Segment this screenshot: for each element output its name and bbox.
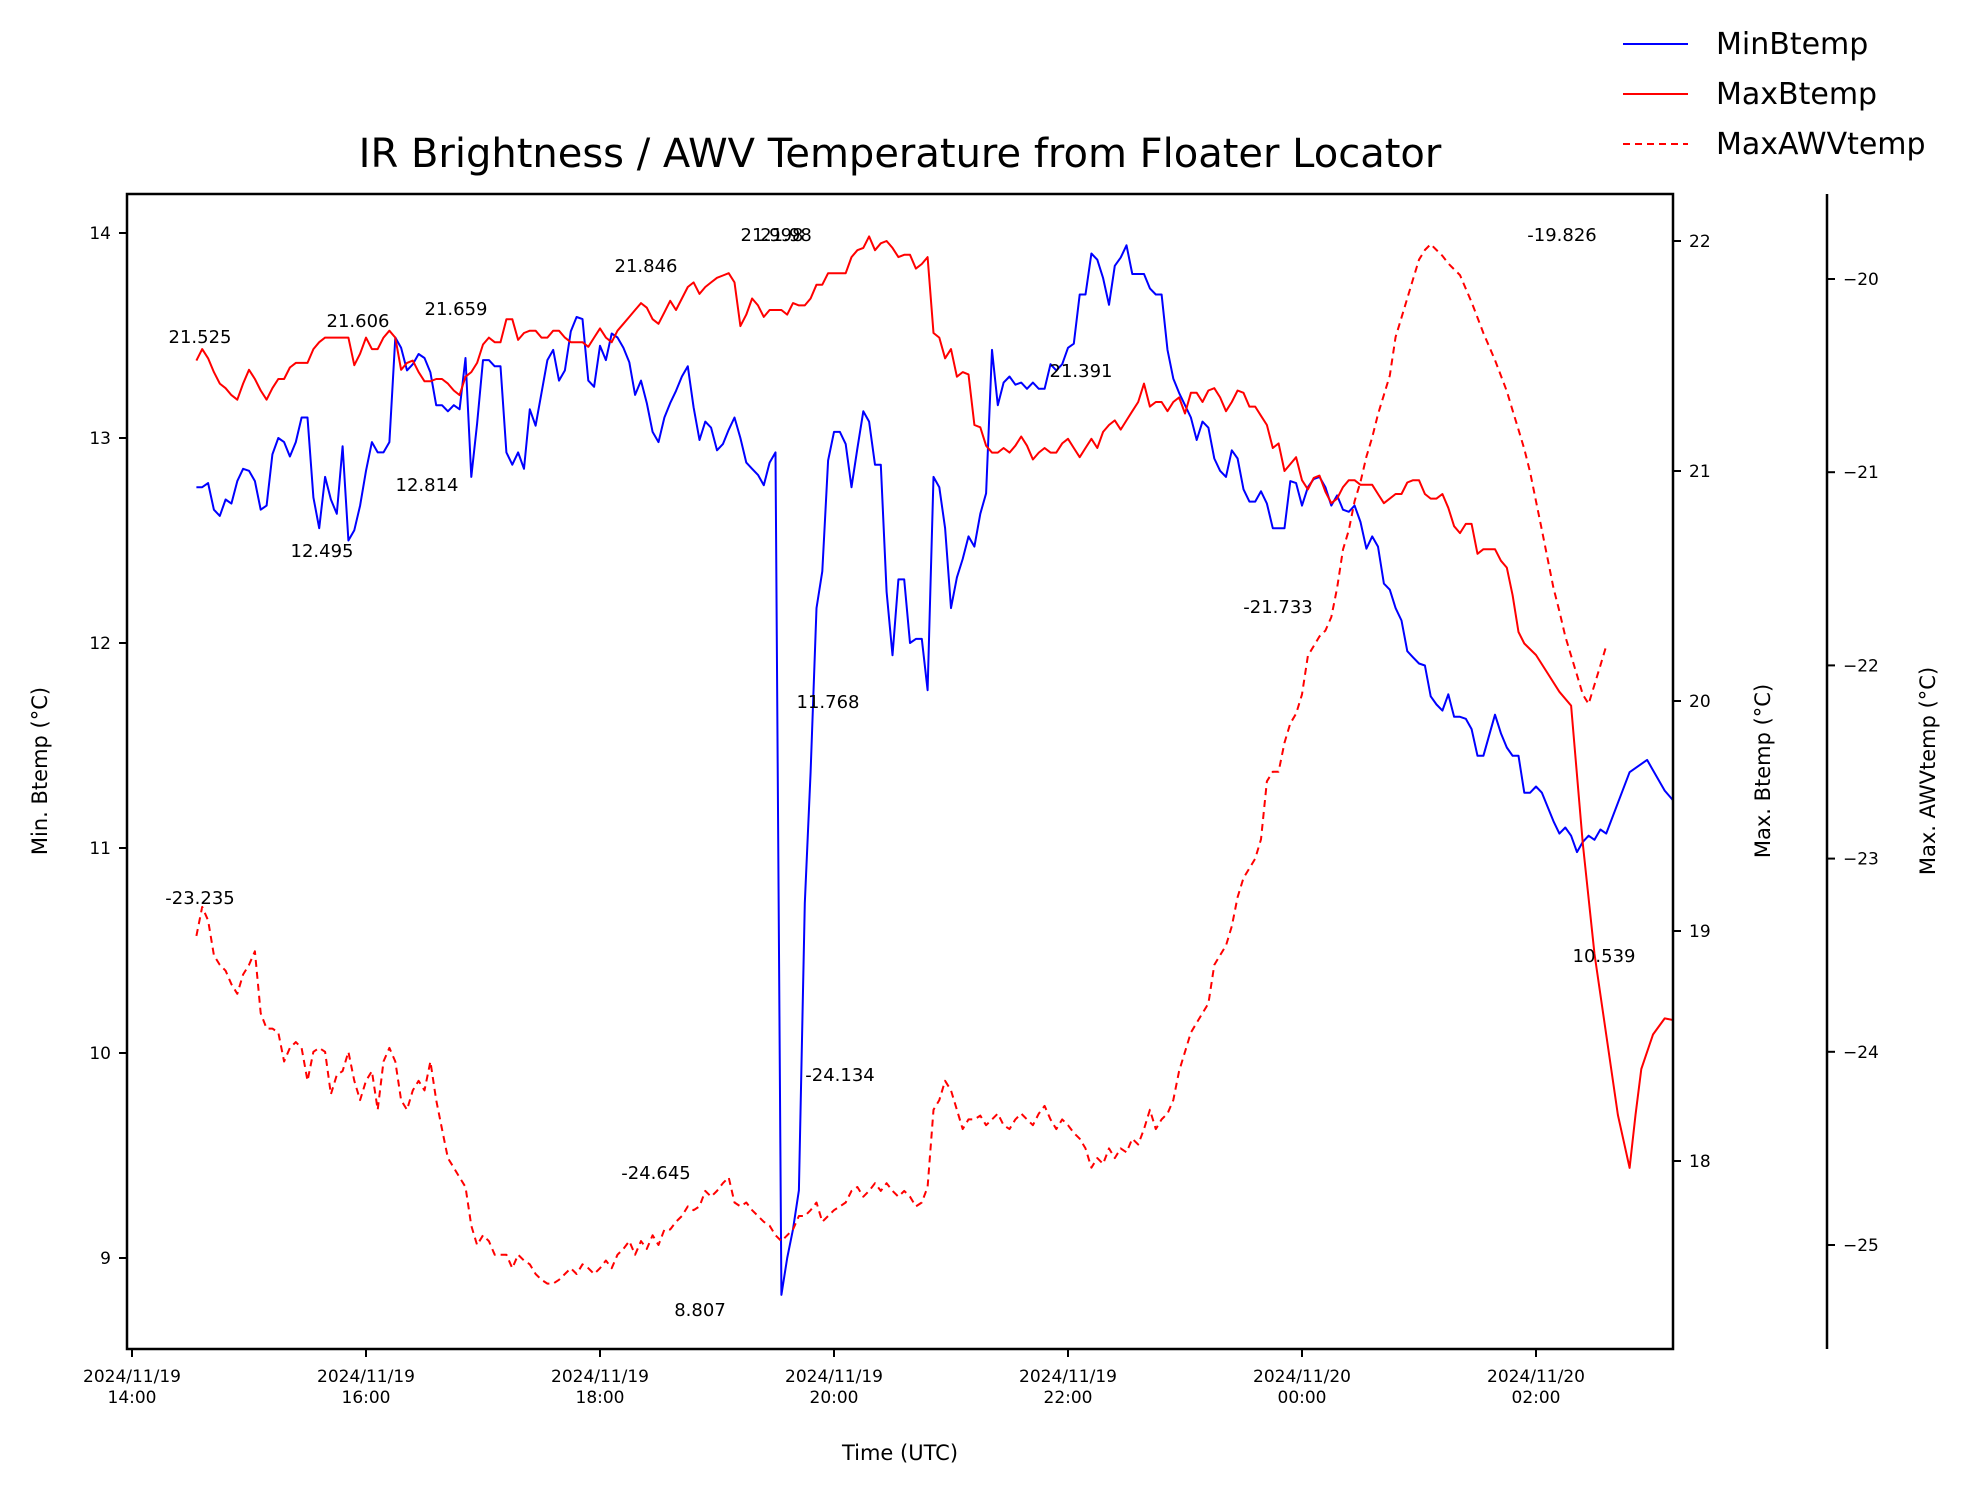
y-right2-tick-label: −24 (1843, 1043, 1879, 1063)
x-tick-label-time: 22:00 (1044, 1388, 1093, 1408)
data-label-minbtemp: 12.814 (396, 475, 459, 496)
series-line-maxawvtemp (195, 243, 1608, 1285)
plot-frame (125, 192, 1675, 1351)
y-right-tick-label: 18 (1689, 1152, 1711, 1172)
x-tick-label-time: 02:00 (1512, 1388, 1561, 1408)
y-right-tick-label: 22 (1689, 232, 1711, 252)
x-tick-label-date: 2024/11/19 (785, 1367, 883, 1387)
data-label-maxbtemp: 21.606 (327, 311, 390, 332)
series-layer (195, 235, 1673, 1296)
y-right2-tick-label: −21 (1843, 463, 1879, 483)
x-tick-label-date: 2024/11/19 (83, 1367, 181, 1387)
y-right2-tick-label: −25 (1843, 1236, 1879, 1256)
data-label-maxbtemp: 21.391 (1050, 361, 1113, 382)
data-label-minbtemp: 10.539 (1573, 946, 1636, 967)
y-right-tick-label: 19 (1689, 922, 1711, 942)
data-label-maxawvtemp: -24.645 (621, 1163, 690, 1184)
legend-label-minbtemp: MinBtemp (1716, 27, 1868, 62)
x-tick-label-time: 20:00 (810, 1388, 859, 1408)
data-label-maxbtemp: 21.525 (169, 327, 232, 348)
x-tick-label-date: 2024/11/19 (551, 1367, 649, 1387)
data-label-maxbtemp: 21.659 (425, 299, 488, 320)
legend: MinBtemp MaxBtemp MaxAWVtemp (1623, 27, 1926, 162)
data-label-maxawvtemp: -21.733 (1243, 597, 1312, 618)
y-left-tick-label: 13 (89, 429, 111, 449)
data-label-maxbtemp: 21.98 (760, 225, 812, 246)
data-label-maxawvtemp: -19.826 (1527, 225, 1596, 246)
y-right2-tick-label: −20 (1843, 270, 1879, 290)
x-tick-label-time: 00:00 (1278, 1388, 1327, 1408)
x-tick-label-time: 18:00 (576, 1388, 625, 1408)
data-label-maxawvtemp: -23.235 (165, 888, 234, 909)
x-tick-label-date: 2024/11/19 (317, 1367, 415, 1387)
data-label-maxawvtemp: -24.134 (805, 1065, 874, 1086)
x-tick-label-date: 2024/11/20 (1487, 1367, 1585, 1387)
y-left-tick-label: 9 (100, 1249, 111, 1269)
data-label-maxbtemp: 21.998 (741, 225, 804, 246)
y-axis-label-left: Min. Btemp (°C) (28, 687, 52, 855)
y-left-tick-label: 14 (89, 224, 111, 244)
data-label-minbtemp: 8.807 (674, 1300, 726, 1321)
x-tick-label-date: 2024/11/19 (1019, 1367, 1117, 1387)
y-right-tick-label: 20 (1689, 692, 1711, 712)
x-tick-label-time: 16:00 (342, 1388, 391, 1408)
y-axis-label-right2: Max. AWVtemp (°C) (1916, 667, 1940, 875)
y-right2-tick-label: −22 (1843, 656, 1879, 676)
legend-label-maxbtemp: MaxBtemp (1716, 77, 1877, 112)
legend-label-maxawvtemp: MaxAWVtemp (1716, 127, 1926, 162)
y-left-tick-label: 11 (89, 839, 111, 859)
x-tick-label-date: 2024/11/20 (1253, 1367, 1351, 1387)
series-line-maxbtemp (195, 235, 1673, 1169)
data-label-minbtemp: 11.768 (797, 692, 860, 713)
data-label-maxbtemp: 21.846 (615, 256, 678, 277)
y-right2-tick-label: −23 (1843, 850, 1879, 870)
x-tick-label-time: 14:00 (108, 1388, 157, 1408)
y-left-tick-label: 12 (89, 634, 111, 654)
y-left-tick-label: 10 (89, 1044, 111, 1064)
data-label-minbtemp: 12.495 (291, 541, 354, 562)
x-axis-label: Time (UTC) (841, 1441, 958, 1465)
series-line-minbtemp (196, 244, 1673, 1296)
y-right-tick-label: 21 (1689, 462, 1711, 482)
chart-title: IR Brightness / AWV Temperature from Flo… (359, 131, 1442, 177)
tick-layer: 2024/11/1914:002024/11/1916:002024/11/19… (83, 224, 1879, 1408)
y-axis-label-right: Max. Btemp (°C) (1751, 684, 1775, 858)
